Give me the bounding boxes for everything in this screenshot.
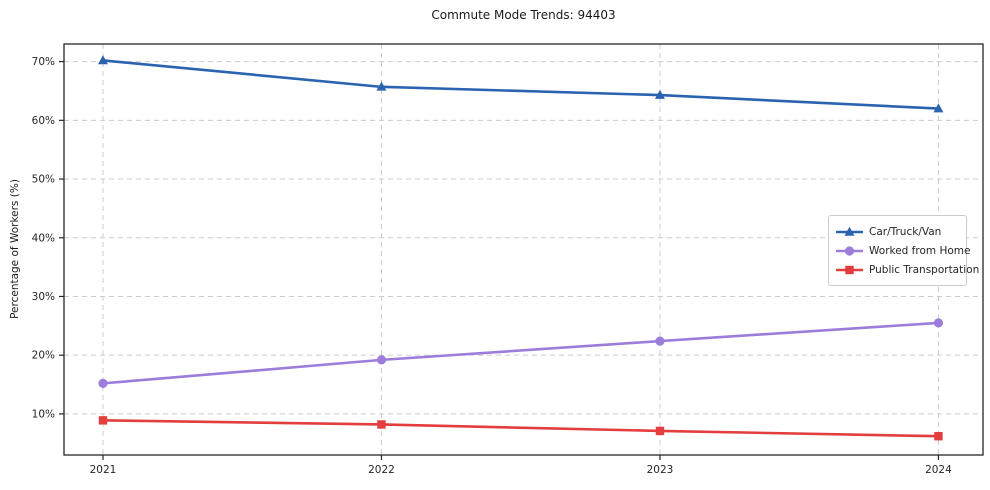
legend-swatch-circle-icon: [836, 245, 863, 256]
data-point-triangle-icon: [654, 89, 665, 99]
y-tick-label: 50%: [32, 174, 55, 186]
y-tick-label: 40%: [32, 232, 55, 244]
x-tick-label: 2022: [368, 464, 395, 476]
data-point-circle-icon: [98, 378, 108, 388]
data-point-triangle-icon: [97, 55, 108, 65]
y-tick-label: 10%: [32, 408, 55, 420]
data-point-square-icon: [934, 432, 943, 441]
data-point-triangle-icon: [933, 103, 944, 113]
legend-marker-square-icon: [845, 265, 854, 274]
legend-marker-triangle-icon: [844, 226, 855, 236]
y-tick-label: 20%: [32, 350, 55, 362]
data-point-circle-icon: [655, 336, 665, 346]
legend-item-car-truck-van: Car/Truck/Van: [836, 222, 958, 241]
legend-item-worked-from-home: Worked from Home: [836, 241, 970, 260]
series-line: [101, 321, 940, 385]
data-point-square-icon: [655, 426, 665, 436]
legend-label: Car/Truck/Van: [869, 225, 942, 238]
legend-label: Public Transportation: [869, 263, 980, 276]
legend-marker-circle-icon: [844, 245, 855, 256]
data-point-square-icon: [98, 416, 108, 425]
plot-border: [63, 43, 984, 456]
y-tick-label: 30%: [32, 291, 55, 303]
series-line: [101, 419, 940, 438]
data-point-square-icon: [377, 420, 386, 429]
data-point-triangle-icon: [376, 81, 387, 91]
legend-swatch-triangle-icon: [836, 226, 863, 236]
x-tick-label: 2021: [90, 464, 117, 476]
series-line: [101, 59, 940, 110]
legend: Car/Truck/Van Worked from Home Public Tr…: [828, 215, 979, 286]
x-tick-label: 2023: [647, 464, 674, 476]
y-tick-label: 60%: [32, 115, 55, 127]
legend-label: Worked from Home: [869, 244, 971, 257]
data-point-circle-icon: [933, 318, 944, 328]
y-tick-label: 70%: [32, 56, 55, 68]
x-tick-label: 2024: [925, 464, 952, 476]
legend-swatch-square-icon: [836, 265, 863, 274]
data-point-circle-icon: [376, 355, 387, 365]
legend-item-public-transportation: Public Transportation: [836, 260, 979, 279]
chart-title: Commute Mode Trends: 94403: [431, 8, 616, 22]
